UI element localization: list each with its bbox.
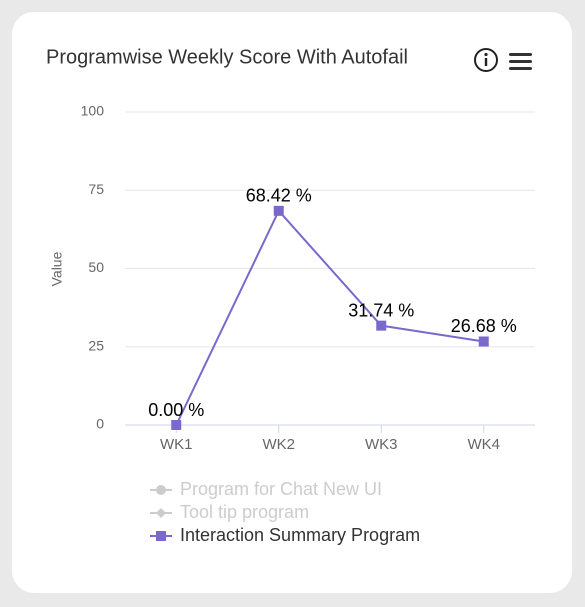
- y-tick-label: 25: [88, 337, 104, 353]
- x-tick-label: WK3: [365, 436, 398, 453]
- x-tick-label: WK1: [160, 436, 193, 453]
- y-axis-title: Value: [49, 251, 65, 286]
- data-label: 31.74 %: [348, 300, 414, 320]
- legend-label[interactable]: Program for Chat New UI: [180, 479, 382, 499]
- data-point: [273, 205, 284, 216]
- x-tick-label: WK4: [467, 436, 500, 453]
- data-label: 68.42 %: [246, 186, 312, 206]
- legend-marker: [156, 531, 166, 541]
- data-point: [171, 420, 182, 430]
- data-label: 0.00 %: [148, 400, 204, 420]
- chart-card: [12, 12, 572, 593]
- y-tick-label: 50: [88, 259, 104, 275]
- y-tick-label: 100: [81, 103, 105, 119]
- data-label: 26.68 %: [451, 316, 517, 336]
- x-tick-label: WK2: [262, 436, 295, 453]
- info-button[interactable]: [474, 48, 498, 72]
- legend-label[interactable]: Interaction Summary Program: [180, 525, 420, 545]
- data-point: [376, 320, 387, 331]
- chart-title: Programwise Weekly Score With Autofail: [46, 46, 408, 68]
- legend-marker: [156, 508, 166, 518]
- legend-label[interactable]: Tool tip program: [180, 502, 309, 522]
- y-tick-label: 0: [96, 416, 104, 432]
- menu-button[interactable]: [509, 53, 532, 70]
- data-point: [478, 336, 489, 347]
- series-line: [175, 209, 484, 426]
- y-tick-label: 75: [88, 181, 104, 197]
- legend-marker: [156, 485, 166, 495]
